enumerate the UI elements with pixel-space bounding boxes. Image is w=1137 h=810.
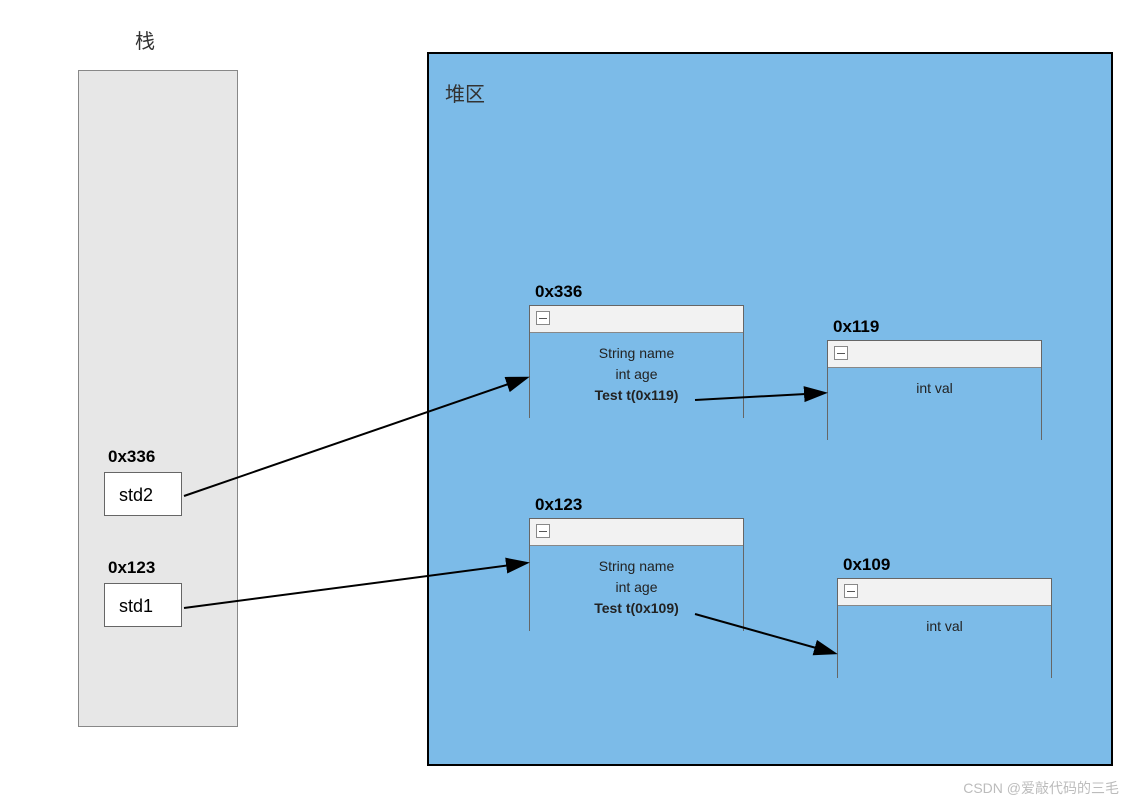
heap-object-obj119: int val: [827, 340, 1042, 440]
stack-box-std2: std2: [104, 472, 182, 516]
collapse-icon[interactable]: [834, 346, 848, 360]
object-field-bold: Test t(0x109): [536, 598, 737, 619]
stack-label: 栈: [135, 25, 155, 54]
watermark: CSDN @爱敲代码的三毛: [963, 778, 1119, 798]
object-header: [530, 306, 743, 333]
object-field: int age: [536, 577, 737, 598]
object-field: int val: [834, 378, 1035, 399]
heap-addr-obj336: 0x336: [535, 282, 582, 302]
stack-region: [78, 70, 238, 727]
object-body: int val: [838, 606, 1051, 680]
heap-addr-obj119: 0x119: [833, 317, 879, 337]
heap-object-obj123: String nameint ageTest t(0x109): [529, 518, 744, 631]
object-body: String nameint ageTest t(0x109): [530, 546, 743, 633]
object-header: [838, 579, 1051, 606]
collapse-icon[interactable]: [844, 584, 858, 598]
object-field: int age: [536, 364, 737, 385]
heap-label: 堆区: [445, 78, 485, 107]
stack-box-std1: std1: [104, 583, 182, 627]
object-body: String nameint ageTest t(0x119): [530, 333, 743, 420]
stack-addr-std1: 0x123: [108, 558, 155, 578]
object-body: int val: [828, 368, 1041, 442]
heap-addr-obj109: 0x109: [843, 555, 890, 575]
object-header: [828, 341, 1041, 368]
object-field: int val: [844, 616, 1045, 637]
object-field-bold: Test t(0x119): [536, 385, 737, 406]
collapse-icon[interactable]: [536, 524, 550, 538]
heap-object-obj336: String nameint ageTest t(0x119): [529, 305, 744, 418]
object-field: String name: [536, 343, 737, 364]
object-header: [530, 519, 743, 546]
heap-object-obj109: int val: [837, 578, 1052, 678]
heap-addr-obj123: 0x123: [535, 495, 582, 515]
memory-diagram: 栈堆区0x336std20x123std10x336String nameint…: [0, 0, 1137, 810]
object-field: String name: [536, 556, 737, 577]
collapse-icon[interactable]: [536, 311, 550, 325]
stack-addr-std2: 0x336: [108, 447, 155, 467]
